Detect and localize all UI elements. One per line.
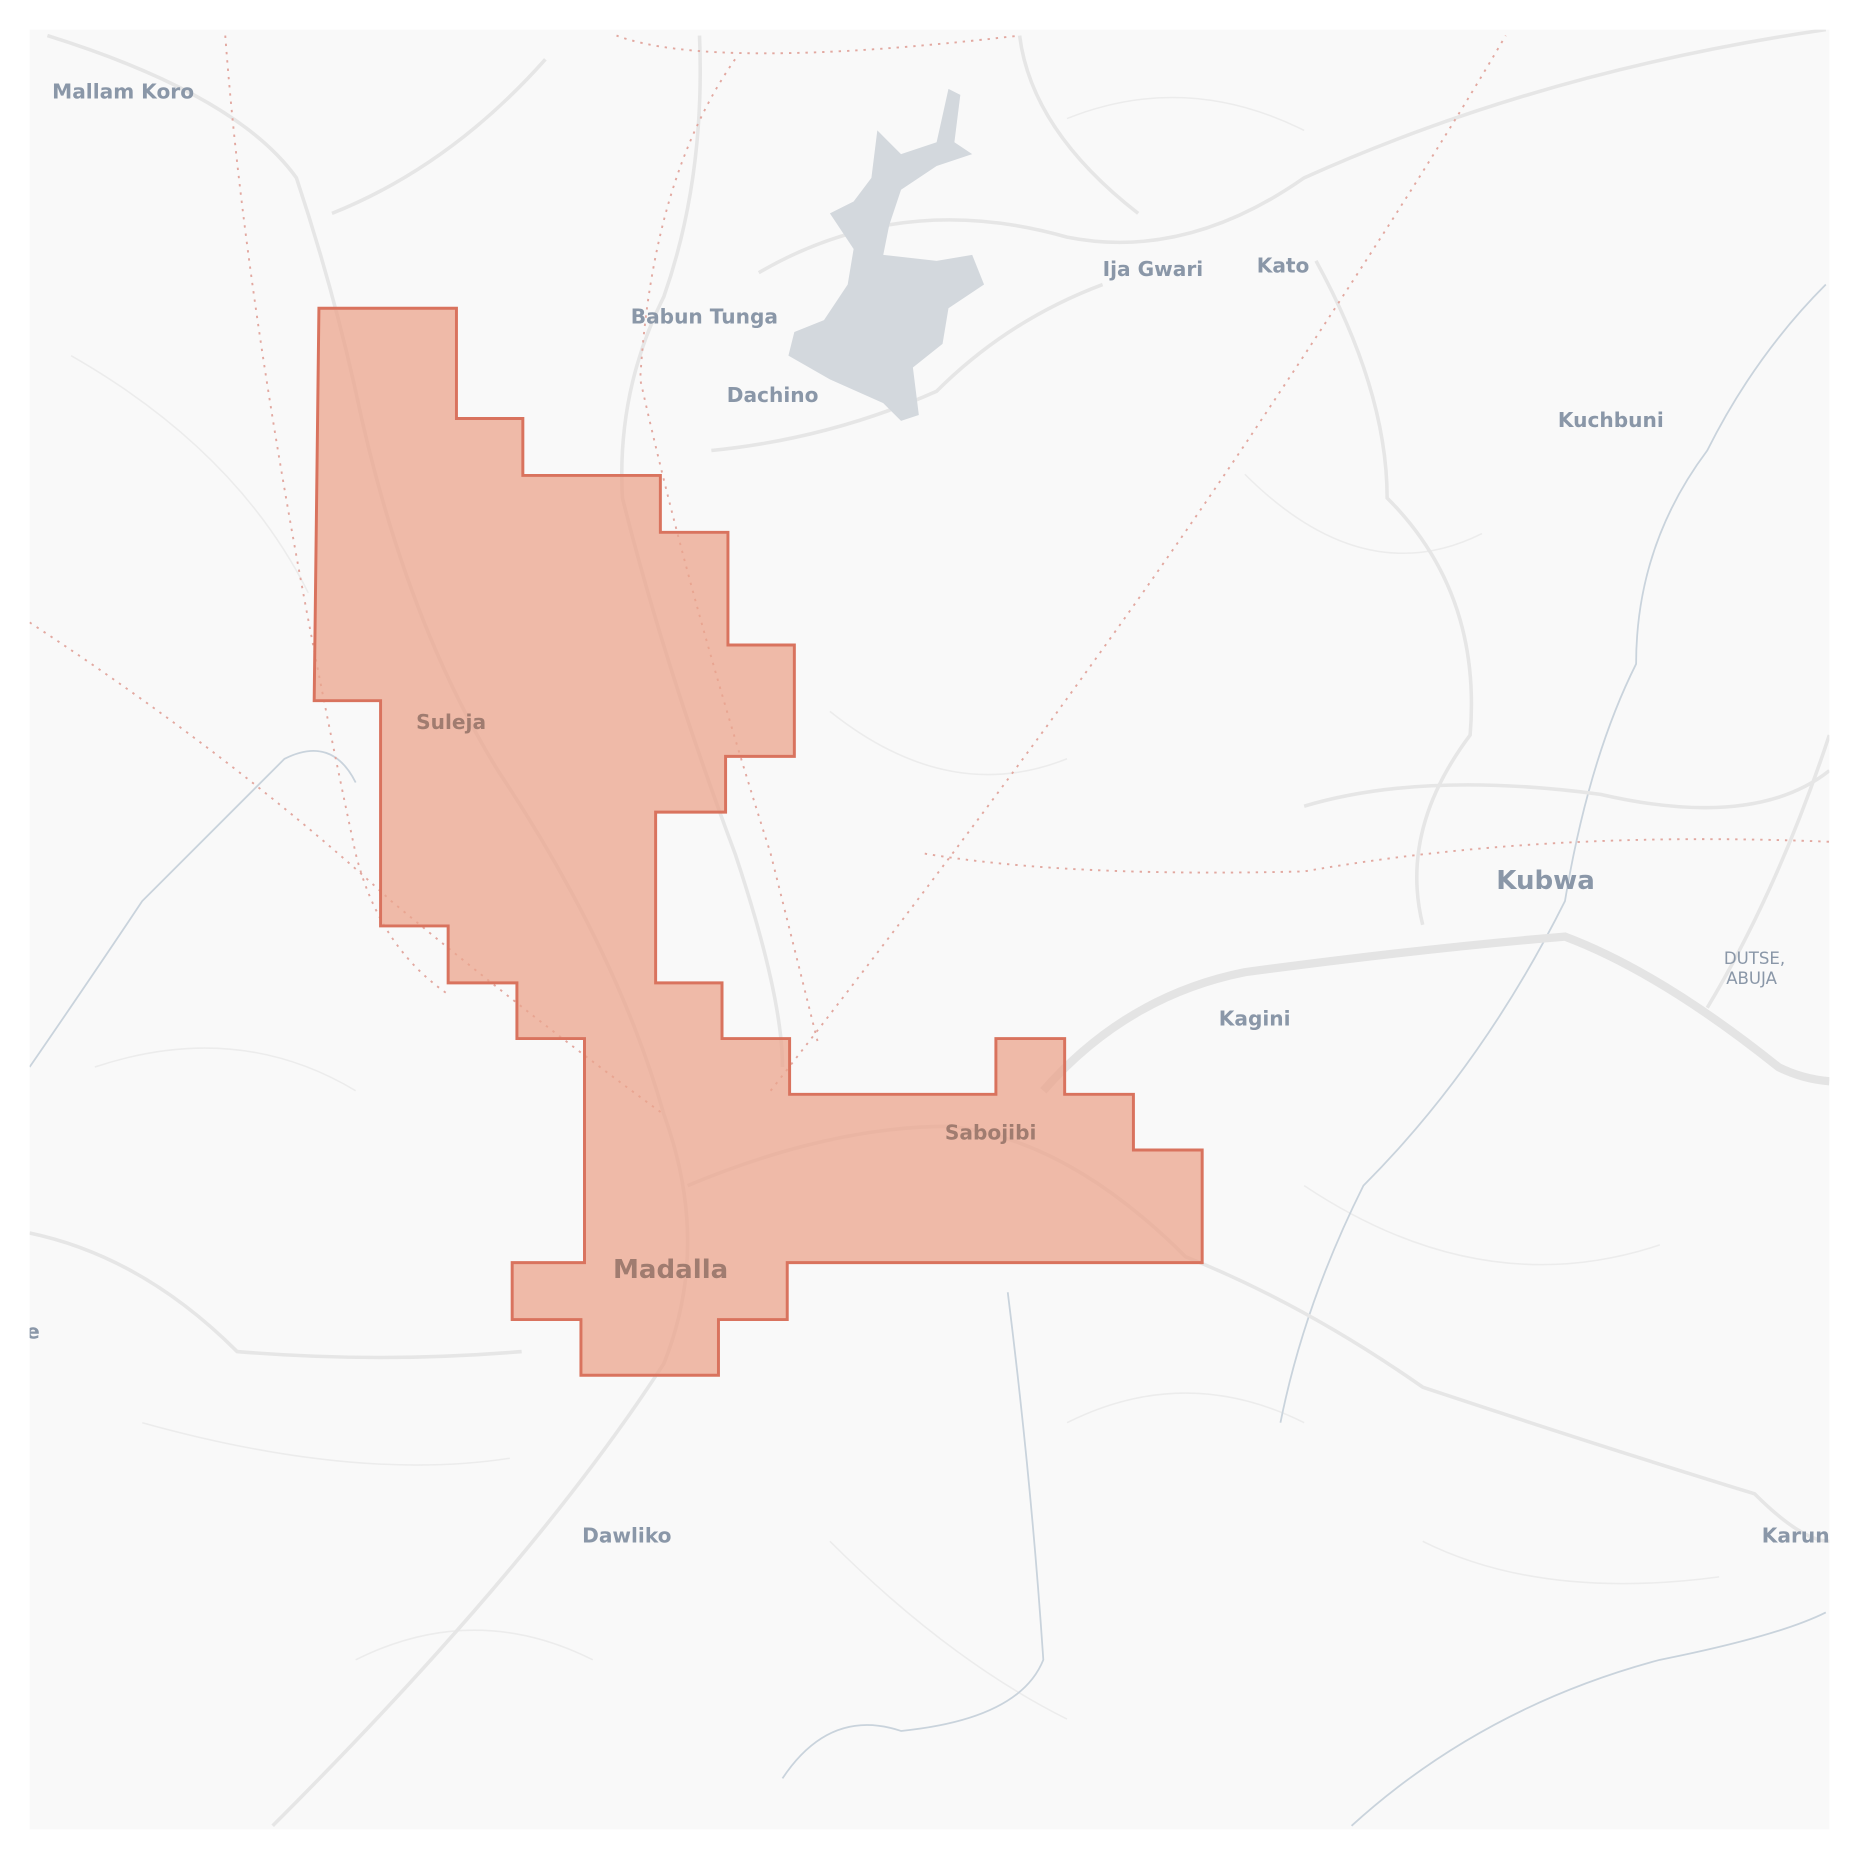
place-label: ABUJA [1726, 969, 1777, 988]
place-label: Kagini [1219, 1007, 1291, 1031]
right-margin [1829, 0, 1859, 1859]
left-margin [0, 0, 30, 1859]
place-label: Kubwa [1496, 866, 1595, 896]
place-label: Dachino [727, 383, 819, 407]
place-label: Kuchbuni [1558, 408, 1664, 432]
roads [29, 27, 1832, 1828]
reservoir-lake [788, 88, 985, 421]
place-label: Suleja [416, 710, 486, 734]
rivers [28, 283, 1827, 1827]
place-label: Madalla [613, 1255, 728, 1285]
place-label: Karun [1762, 1523, 1830, 1547]
place-label: Ija Gwari [1103, 257, 1204, 281]
place-label: Babun Tunga [631, 305, 778, 329]
admin-boundaries [29, 34, 1830, 1116]
place-label: Dawliko [582, 1523, 671, 1547]
place-label: DUTSE, [1724, 949, 1785, 968]
place-label: Sabojibi [945, 1120, 1036, 1144]
bottom-margin [0, 1829, 1859, 1859]
highlighted-region[interactable] [312, 306, 1204, 1377]
place-labels: Mallam Koro Babun Tunga Dachino Ija Gwar… [26, 79, 1830, 1547]
place-label: Kato [1257, 254, 1310, 278]
minor-roads [70, 96, 1720, 1720]
place-label: Mallam Koro [52, 79, 194, 103]
top-margin [0, 0, 1859, 30]
